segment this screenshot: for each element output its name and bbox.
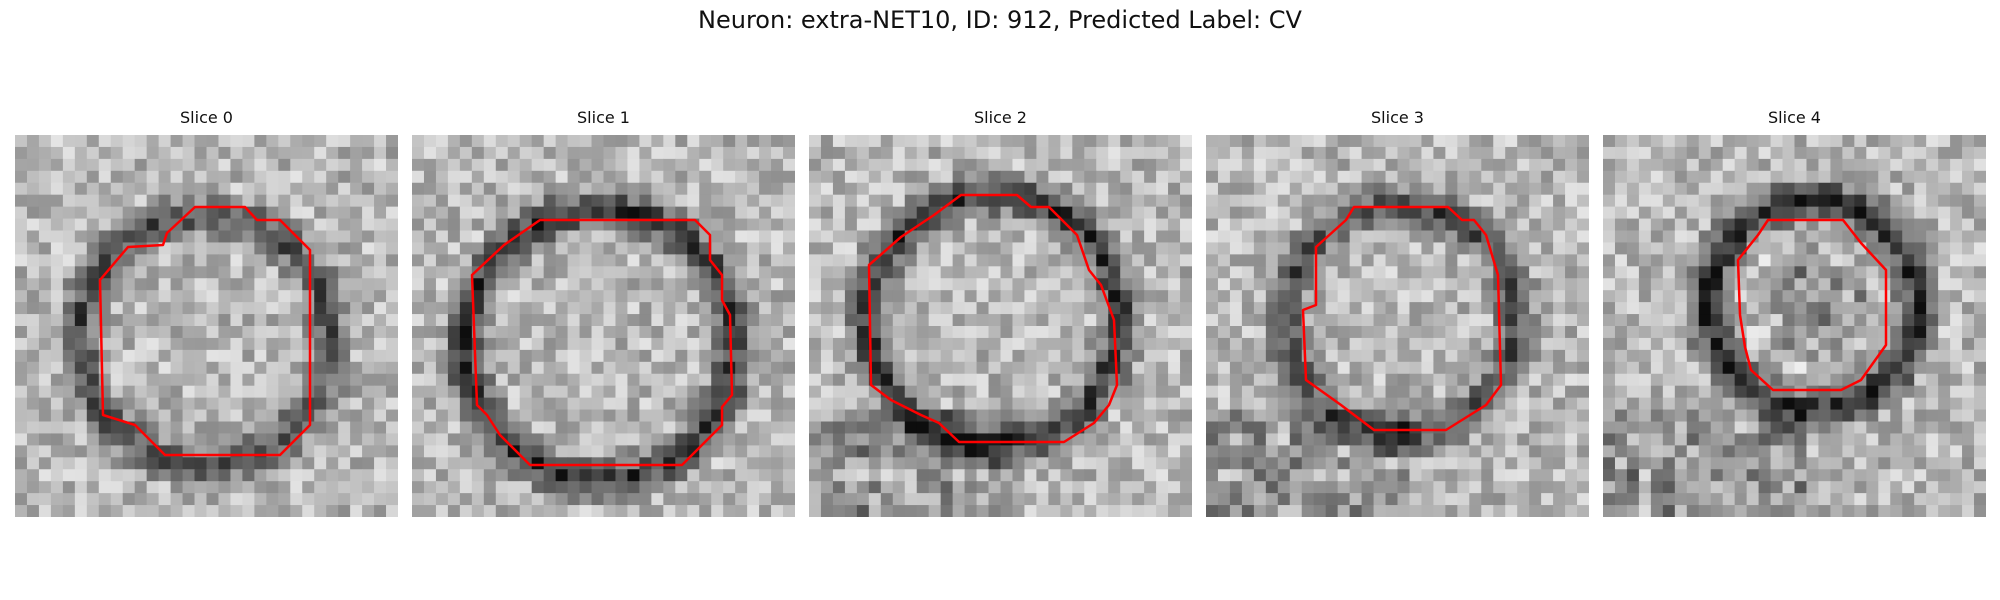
slice-image-3 <box>1206 135 1589 517</box>
slice-image-2 <box>809 135 1192 517</box>
grayscale-texture-1 <box>412 135 795 517</box>
grayscale-texture-2 <box>809 135 1192 517</box>
contour-3 <box>1301 205 1503 432</box>
contour-4 <box>1736 218 1888 392</box>
slice-panel-2 <box>809 135 1192 517</box>
slice-title-4: Slice 4 <box>1768 108 1821 127</box>
slice-title-3: Slice 3 <box>1371 108 1424 127</box>
contour-0 <box>98 205 312 457</box>
contour-1 <box>470 218 734 467</box>
grayscale-texture-0 <box>15 135 398 517</box>
slice-panel-3 <box>1206 135 1589 517</box>
contour-2 <box>867 193 1119 444</box>
slice-image-1 <box>412 135 795 517</box>
slice-title-1: Slice 1 <box>577 108 630 127</box>
slice-panel-1 <box>412 135 795 517</box>
figure-title: Neuron: extra-NET10, ID: 912, Predicted … <box>698 6 1302 34</box>
slice-title-0: Slice 0 <box>180 108 233 127</box>
slice-panel-4 <box>1603 135 1986 517</box>
slice-image-4 <box>1603 135 1986 517</box>
slice-image-0 <box>15 135 398 517</box>
slice-panel-0 <box>15 135 398 517</box>
slice-title-2: Slice 2 <box>974 108 1027 127</box>
grayscale-texture-3 <box>1206 135 1589 517</box>
grayscale-texture-4 <box>1603 135 1986 517</box>
